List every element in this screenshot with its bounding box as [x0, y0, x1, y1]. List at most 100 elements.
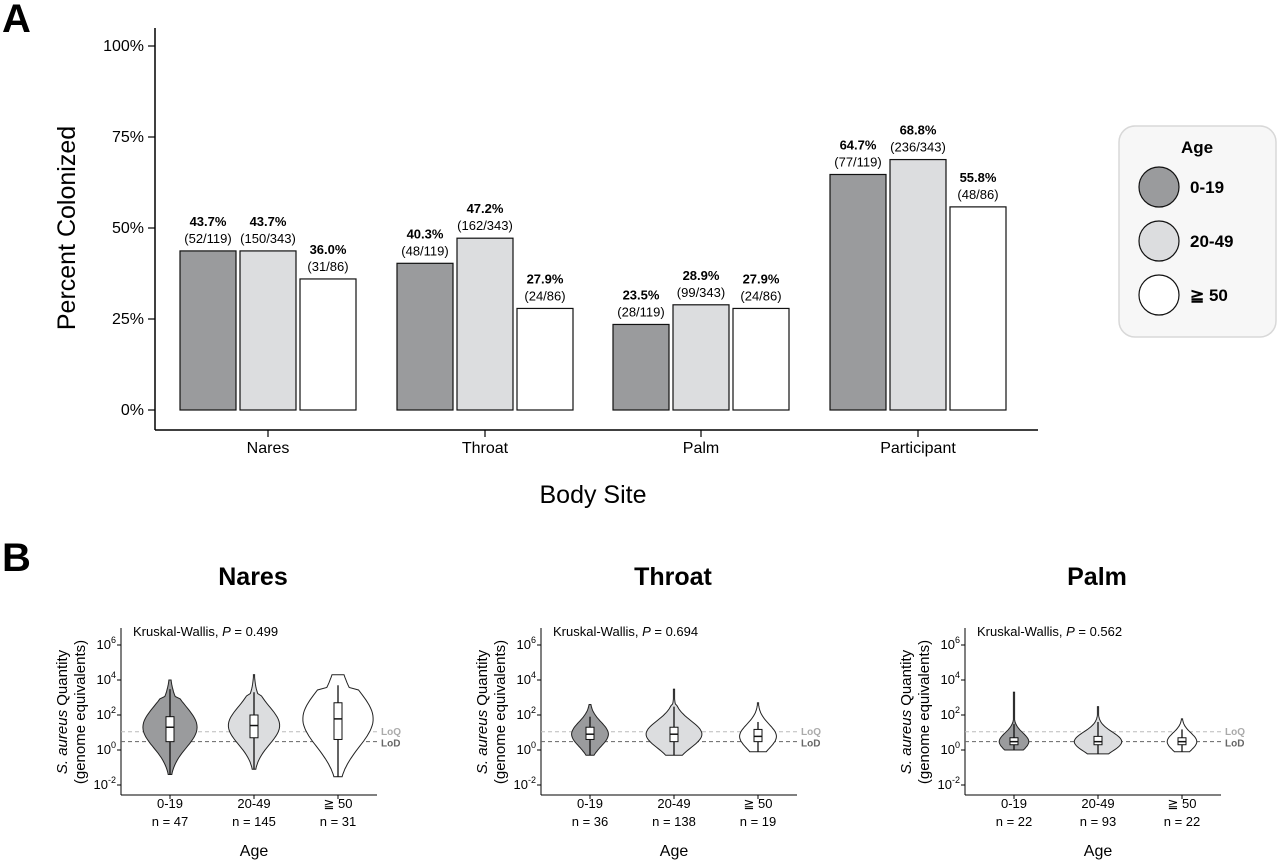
bar-participant-1: [889, 158, 947, 411]
violin-y-axis-subtitle: (genome equivalents): [916, 640, 933, 784]
x-tick-label-throat: Throat: [462, 440, 509, 457]
bar-fraction-label: (24/86): [740, 288, 781, 303]
bar-pct-label: 47.2%: [467, 201, 504, 216]
bar-legend: Age 0-19 20-49 ≧ 50: [1118, 125, 1277, 338]
violin-age-label: 20-49: [1081, 796, 1114, 811]
legend-label-2: ≧ 50: [1190, 286, 1228, 305]
violin-y-tick-label: 100: [97, 740, 116, 757]
bar-palm-0: [612, 323, 670, 411]
violin-n-label: n = 145: [232, 814, 276, 829]
bar-palm-2: [732, 307, 790, 411]
y-tick-label: 25%: [112, 311, 144, 328]
violin-y-tick-label: 100: [517, 740, 536, 757]
violin-y-tick-label: 104: [941, 670, 960, 687]
y-tick-label: 100%: [103, 38, 144, 55]
violin-title: Throat: [634, 563, 712, 591]
bar-pct-label: 28.9%: [683, 268, 720, 283]
bar-fraction-label: (236/343): [890, 140, 946, 155]
violin-y-tick-label: 106: [941, 635, 960, 652]
bar-fraction-label: (48/86): [957, 187, 998, 202]
bar-pct-label: 43.7%: [250, 214, 287, 229]
violin-age-label: ≧ 50: [324, 796, 353, 811]
bar-data-labels: 43.7% (52/119) 43.7% (150/343) 36.0% (31/86) 4…: [184, 123, 998, 320]
bar-participant-0: [829, 173, 887, 411]
violin-y-axis-title: S. aureus Quantity: [474, 649, 491, 774]
bar-fraction-label: (99/343): [677, 285, 725, 300]
violin-n-label: n = 138: [652, 814, 696, 829]
bar-fraction-label: (162/343): [457, 218, 513, 233]
legend-swatch-2: [1138, 274, 1180, 316]
violin-y-tick-label: 104: [97, 670, 116, 687]
legend-swatch-1: [1138, 220, 1180, 262]
violin-y-tick-label: 106: [517, 635, 536, 652]
violin-box: [1093, 735, 1103, 746]
bar-pct-label: 27.9%: [527, 271, 564, 286]
legend-title: Age: [1181, 138, 1213, 157]
violin-box: [165, 716, 175, 743]
bar-throat-0: [396, 262, 454, 411]
bar-throat-1: [456, 237, 514, 411]
violin-n-label: n = 22: [996, 814, 1033, 829]
violin-age-label: 0-19: [157, 796, 183, 811]
bar-y-axis-title: Percent Colonized: [53, 126, 81, 330]
violin-y-axis-subtitle: (genome equivalents): [492, 640, 509, 784]
panel-a: A 0% 25% 50% 75% 100% 43.7% (52/119) 43.7% (150…: [2, 0, 1277, 509]
violin-panel-throat: Throat Kruskal-Wallis, P = 0.694 10-2 100 10…: [474, 563, 821, 860]
panel-b-letter: B: [2, 536, 31, 580]
bar-pct-label: 68.8%: [900, 123, 937, 138]
bar-fraction-label: (24/86): [524, 288, 565, 303]
violin-y-tick-label: 10-2: [938, 775, 960, 792]
violin-y-tick-label: 106: [97, 635, 116, 652]
lod-label: LoD: [381, 739, 400, 750]
bar-pct-label: 43.7%: [190, 214, 227, 229]
legend-label-0: 0-19: [1190, 178, 1224, 197]
panel-b: B Nares Kruskal-Wallis, P = 0.499 10-2 100 1…: [2, 536, 1245, 860]
violin-y-tick-label: 10-2: [514, 775, 536, 792]
bar-fraction-label: (77/119): [834, 154, 881, 169]
lod-label: LoD: [1225, 739, 1244, 750]
bar-pct-label: 55.8%: [960, 170, 997, 185]
bar-x-axis-title: Body Site: [539, 481, 646, 509]
x-tick-label-nares: Nares: [247, 440, 290, 457]
violin-age-label: 20-49: [657, 796, 690, 811]
bar-pct-label: 23.5%: [623, 287, 660, 302]
lod-label: LoD: [801, 739, 820, 750]
violin-y-axis-title: S. aureus Quantity: [898, 649, 915, 774]
violin-box: [249, 714, 259, 739]
violin-age-label: ≧ 50: [1168, 796, 1197, 811]
x-tick-label-participant: Participant: [880, 440, 956, 457]
loq-label: LoQ: [381, 727, 401, 738]
violin-age-label: 20-49: [237, 796, 270, 811]
bar-pct-label: 64.7%: [840, 137, 877, 152]
loq-label: LoQ: [1225, 727, 1245, 738]
bar-fraction-label: (52/119): [184, 231, 231, 246]
bar-pct-label: 40.3%: [407, 226, 444, 241]
violin-panel-nares: Nares Kruskal-Wallis, P = 0.499 10-2 100 102…: [54, 563, 401, 860]
violin-title: Nares: [218, 563, 288, 591]
bar-fraction-label: (150/343): [240, 231, 296, 246]
bar-nares-2: [299, 278, 357, 411]
bar-y-ticks: 0% 25% 50% 75% 100%: [103, 38, 155, 419]
y-tick-label: 50%: [112, 220, 144, 237]
loq-label: LoQ: [801, 727, 821, 738]
x-tick-label-palm: Palm: [683, 440, 719, 457]
violin-box: [333, 702, 343, 740]
violin-y-tick-label: 104: [517, 670, 536, 687]
violin-n-label: n = 47: [152, 814, 189, 829]
violin-x-axis-title: Age: [660, 843, 689, 860]
violin-y-tick-label: 102: [517, 705, 536, 722]
violin-y-tick-label: 10-2: [94, 775, 116, 792]
violin-box: [585, 726, 595, 740]
legend-swatch-0: [1138, 166, 1180, 208]
violin-panel-palm: Palm Kruskal-Wallis, P = 0.562 10-2 100 102 1…: [898, 563, 1245, 860]
violin-y-tick-label: 100: [941, 740, 960, 757]
violin-age-label: 0-19: [1001, 796, 1027, 811]
bar-fraction-label: (28/119): [617, 304, 664, 319]
bar-throat-2: [516, 307, 574, 411]
violin-age-label: 0-19: [577, 796, 603, 811]
violin-x-axis-title: Age: [1084, 843, 1113, 860]
bar-pct-label: 36.0%: [310, 242, 347, 257]
violin-n-label: n = 31: [320, 814, 357, 829]
bar-pct-label: 27.9%: [743, 271, 780, 286]
